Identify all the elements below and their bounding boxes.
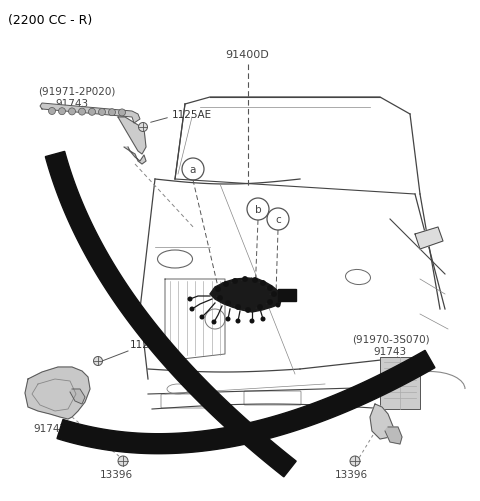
Circle shape [276,304,280,307]
Circle shape [268,286,272,291]
Polygon shape [385,427,402,444]
PathPatch shape [45,152,296,477]
Text: 1125AE: 1125AE [172,110,212,120]
Circle shape [243,277,247,282]
Circle shape [88,109,96,116]
Circle shape [261,281,265,286]
Circle shape [139,123,147,132]
Text: (91970-3S070): (91970-3S070) [352,333,430,343]
Circle shape [233,279,237,284]
Circle shape [119,110,125,117]
Text: 13396: 13396 [335,469,368,479]
FancyBboxPatch shape [380,357,420,409]
Circle shape [258,305,262,310]
Circle shape [261,318,265,321]
Polygon shape [124,148,146,165]
Circle shape [253,278,257,283]
Text: a: a [190,165,196,175]
Text: 91743: 91743 [373,346,406,356]
Circle shape [59,109,65,115]
Circle shape [246,308,250,313]
Polygon shape [40,104,140,124]
Circle shape [218,296,222,301]
Text: 91747: 91747 [33,423,66,433]
Circle shape [272,292,276,297]
Circle shape [98,109,106,116]
Circle shape [250,320,254,323]
Text: (2200 CC - R): (2200 CC - R) [8,14,92,27]
Text: 1125AE: 1125AE [130,339,170,349]
Circle shape [190,308,194,311]
Circle shape [200,316,204,319]
Circle shape [212,321,216,324]
Text: 13396: 13396 [100,469,133,479]
Circle shape [236,320,240,323]
Circle shape [226,318,230,321]
Circle shape [268,300,272,305]
FancyBboxPatch shape [278,290,296,302]
Circle shape [94,357,103,366]
Polygon shape [70,389,85,404]
Text: b: b [255,204,261,214]
Text: c: c [275,214,281,224]
Polygon shape [25,367,90,419]
Circle shape [224,282,228,287]
Circle shape [48,108,56,115]
Circle shape [350,456,360,466]
Polygon shape [210,279,282,313]
Polygon shape [415,227,443,249]
Circle shape [79,109,85,116]
Circle shape [216,287,220,292]
Text: 91400D: 91400D [225,50,269,60]
Circle shape [118,456,128,466]
Circle shape [226,301,230,306]
PathPatch shape [57,351,435,454]
Polygon shape [118,118,146,155]
Circle shape [188,298,192,301]
Circle shape [236,305,240,310]
Circle shape [69,109,75,116]
Circle shape [108,110,116,116]
Polygon shape [370,404,395,439]
Text: (91971-2P020): (91971-2P020) [38,87,115,97]
Text: 91743: 91743 [55,99,88,109]
